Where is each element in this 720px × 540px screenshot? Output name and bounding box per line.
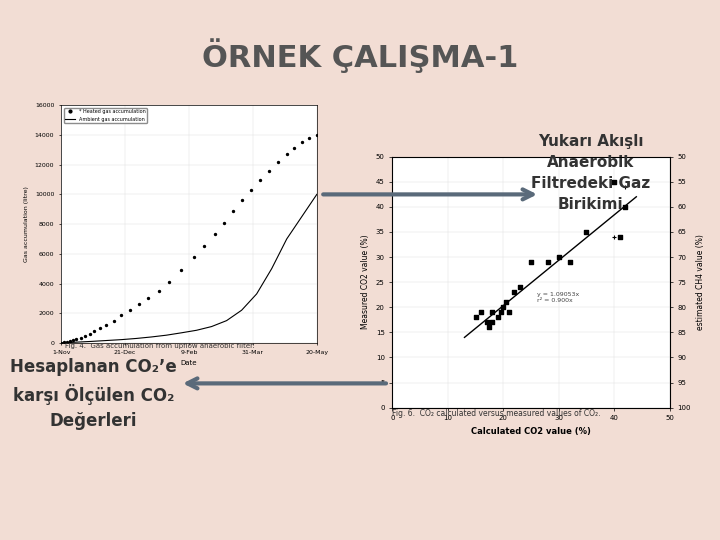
Point: [311, 131, 323, 139]
Point: [125, 306, 136, 314]
Point: [492, 313, 503, 322]
Point: [481, 318, 492, 327]
Point: [503, 308, 515, 316]
Text: Hesaplanan CO₂’e
karşı Ölçülen CO₂
Değerleri: Hesaplanan CO₂’e karşı Ölçülen CO₂ Değer…: [10, 358, 177, 430]
Point: [514, 283, 526, 292]
Y-axis label: estimated CH4 value (%): estimated CH4 value (%): [696, 234, 706, 330]
Point: [263, 166, 274, 175]
Point: [218, 218, 230, 227]
Point: [304, 134, 315, 143]
Point: [134, 300, 145, 309]
Point: [470, 313, 482, 322]
Point: [484, 323, 495, 332]
Text: ÖRNEK ÇALIŞMA-1: ÖRNEK ÇALIŞMA-1: [202, 38, 518, 72]
Point: [498, 303, 509, 312]
Point: [526, 258, 537, 266]
Point: [101, 321, 112, 329]
Point: [75, 333, 86, 342]
Point: [495, 308, 506, 316]
Point: [71, 335, 82, 343]
Point: [68, 336, 79, 345]
Text: Fig. 4.  Gas accumulation from upflow anaerobic filter.: Fig. 4. Gas accumulation from upflow ana…: [65, 343, 254, 349]
X-axis label: Calculated CO2 value (%): Calculated CO2 value (%): [471, 427, 591, 436]
Point: [254, 175, 266, 184]
Point: [198, 242, 210, 251]
Legend: * Heated gas accumulation, Ambient gas accumulation: * Heated gas accumulation, Ambient gas a…: [63, 108, 147, 123]
Point: [564, 258, 575, 266]
Point: [581, 228, 593, 237]
Point: [542, 258, 554, 266]
Point: [619, 202, 631, 211]
Point: [58, 338, 70, 347]
X-axis label: Date: Date: [181, 360, 197, 367]
Point: [65, 337, 76, 346]
Y-axis label: Measured CO2 value (%): Measured CO2 value (%): [361, 235, 370, 329]
Point: [79, 332, 91, 340]
Point: [272, 158, 284, 166]
Point: [508, 288, 520, 296]
Point: [281, 150, 292, 159]
Point: [487, 308, 498, 316]
Point: [236, 196, 248, 205]
Point: [245, 186, 256, 194]
Point: [581, 228, 593, 237]
Point: [176, 266, 187, 274]
Text: Yukarı Akışlı
Anaerobik
Filtredeki Gaz
Birikimi: Yukarı Akışlı Anaerobik Filtredeki Gaz B…: [531, 134, 650, 212]
Point: [143, 294, 154, 302]
Bar: [688, 0, 720, 540]
Point: [608, 177, 620, 186]
Point: [608, 233, 620, 241]
Text: y = 1.09053x
r² = 0.900x: y = 1.09053x r² = 0.900x: [536, 293, 579, 303]
Point: [296, 138, 307, 147]
Point: [61, 338, 73, 346]
Point: [188, 252, 199, 261]
Point: [614, 233, 626, 241]
Point: [619, 183, 631, 191]
Point: [227, 206, 238, 215]
Point: [553, 253, 564, 261]
Point: [487, 318, 498, 327]
Point: [153, 287, 165, 295]
Point: [55, 339, 67, 347]
Point: [84, 329, 96, 338]
Point: [108, 316, 120, 325]
Point: [500, 298, 512, 307]
Point: [89, 327, 100, 336]
Point: [209, 230, 220, 239]
Y-axis label: Gas accumulation (litre): Gas accumulation (litre): [24, 186, 30, 262]
Point: [289, 144, 300, 153]
Point: [116, 311, 127, 320]
Point: [475, 308, 487, 316]
Bar: [0, 0, 32, 540]
Text: Fig. 6.  CO₂ calculated versus measured values of CO₂.: Fig. 6. CO₂ calculated versus measured v…: [392, 409, 601, 418]
Point: [163, 278, 175, 286]
Point: [94, 324, 106, 333]
